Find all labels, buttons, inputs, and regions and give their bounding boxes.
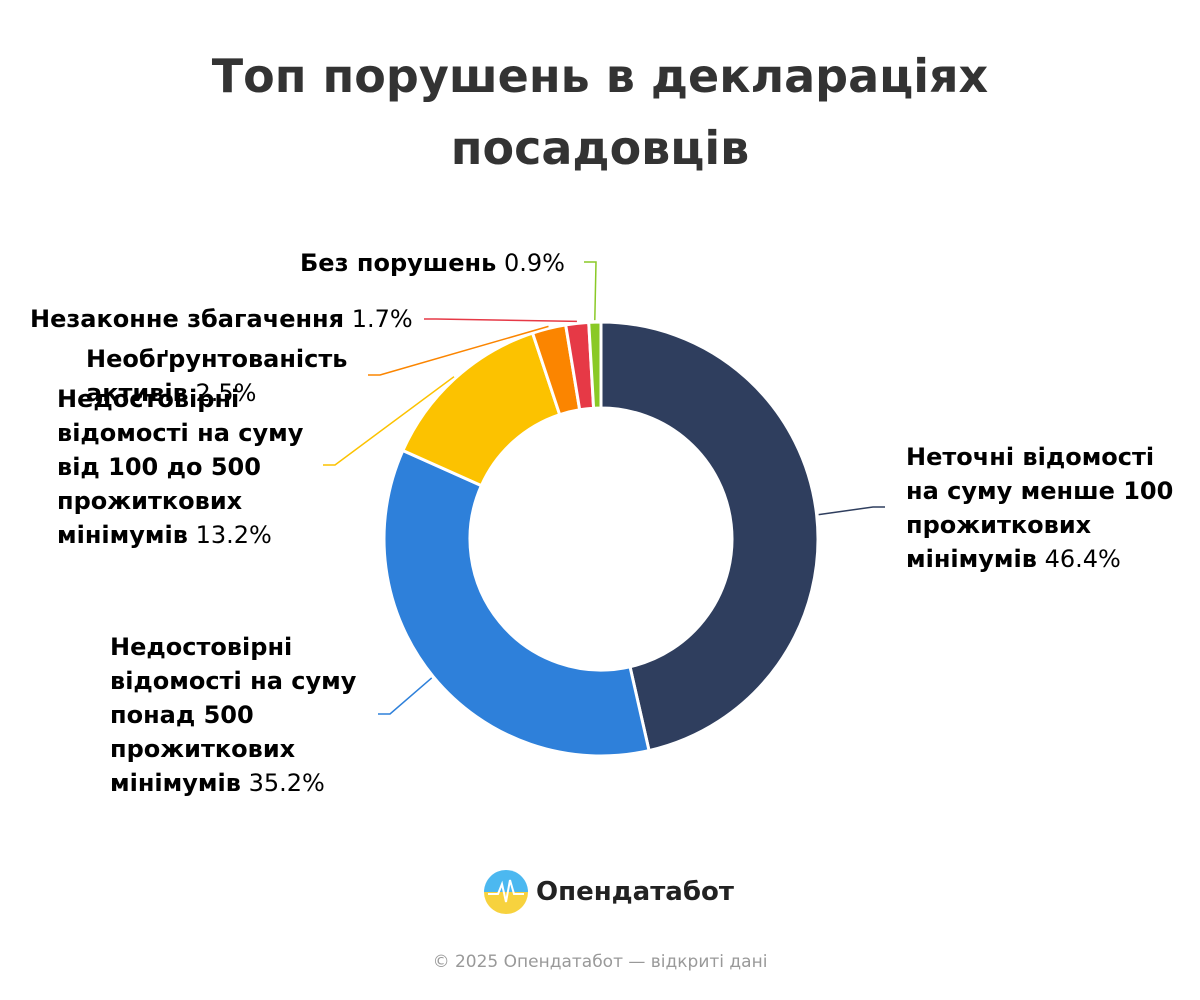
data-label: Недостовірні відомості на суму від 100 д… [57, 382, 317, 552]
data-label: Без порушень 0.9% [300, 246, 600, 280]
label-name: Без порушень [300, 249, 497, 277]
leader-line [368, 325, 549, 376]
donut-segment [587, 320, 603, 410]
label-value: 0.9% [503, 249, 565, 277]
label-value: 46.4% [1044, 545, 1121, 573]
logo-icon [484, 870, 528, 914]
label-value: 1.7% [351, 305, 413, 333]
label-name: Недостовірні відомості на суму понад 500… [110, 633, 357, 797]
label-value: 2.5% [195, 379, 257, 407]
leader-line [378, 677, 433, 715]
logo: Опендатабот [484, 870, 734, 914]
label-value: 35.2% [248, 769, 325, 797]
leader-line [584, 261, 597, 321]
data-label: Незаконне збагачення 1.7% [30, 302, 430, 336]
logo-text: Опендатабот [536, 877, 734, 907]
data-label: Недостовірні відомості на суму понад 500… [110, 630, 370, 800]
label-value: 13.2% [195, 521, 272, 549]
label-name: Неточні відомості на суму менше 100 прож… [906, 443, 1174, 573]
data-label: Неточні відомості на суму менше 100 прож… [906, 440, 1181, 576]
data-label: Необґрунтованість активів 2.5% [86, 342, 366, 410]
label-name: Необґрунтованість активів [86, 345, 348, 407]
label-name: Недостовірні відомості на суму від 100 д… [57, 385, 304, 549]
donut-segment [382, 449, 651, 758]
copyright: © 2025 Опендатабот — відкриті дані [432, 952, 768, 972]
leader-line [323, 376, 455, 466]
leader-line [818, 506, 885, 516]
donut-segment [599, 320, 820, 753]
leader-line [424, 318, 577, 323]
chart-title: Топ порушень в деклараціях посадовців [211, 49, 989, 175]
label-name: Незаконне збагачення [30, 305, 345, 333]
